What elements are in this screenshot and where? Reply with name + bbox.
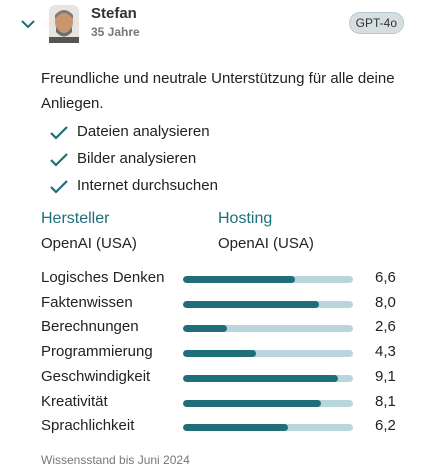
rating-label: Sprachlichkeit [41,417,135,435]
rating-track [183,350,353,358]
rating-bar [183,300,319,308]
hosting: OpenAI (USA) [218,235,314,252]
rating-track [183,325,353,333]
rating-label: Faktenwissen [41,293,133,311]
footer: Wissensstand bis Juni 2024 [41,453,190,467]
feature: Internet durchsuchen [77,177,218,194]
check-icon [50,180,68,194]
rating-bar [183,424,289,432]
rating-value: 9,1 [375,367,396,385]
rating-label: Geschwindigkeit [41,367,151,385]
feature: Bilder analysieren [77,150,197,167]
avatar [49,5,79,43]
maker-label: Hersteller [41,210,110,227]
description: Freundliche und neutrale Unterstützung f… [41,70,395,112]
rating-value: 8,1 [375,392,396,410]
feature: Dateien analysieren [77,123,210,140]
rating-bar [183,350,257,358]
maker: OpenAI (USA) [41,235,137,252]
rating-value: 8,0 [375,293,396,311]
rating-bar [183,325,228,333]
rating-track [183,276,353,283]
rating-label: Berechnungen [41,318,139,336]
rating-track [183,424,353,432]
rating-track [183,374,353,382]
rating-label: Kreativität [41,392,108,410]
rating-value: 2,6 [375,318,396,336]
check-icon [50,153,68,167]
rating-label: Programmierung [41,343,153,361]
rating-value: 6,2 [375,417,396,435]
rating-bar [183,276,296,283]
rating-label: Logisches Denken [41,269,165,286]
rating-track [183,399,353,407]
rating-value: 4,3 [375,343,396,361]
rating-bar [183,374,338,382]
hosting-label: Hosting [218,210,273,227]
collapse-chevron[interactable] [20,16,36,32]
check-icon [50,126,68,140]
rating-bar [183,399,321,407]
assistant-age: 35 Jahre [91,25,140,39]
rating-track [183,300,353,308]
rating-value: 6,6 [375,269,396,286]
model-badge: GPT-4o [348,12,404,34]
assistant-name: Stefan [91,5,137,22]
